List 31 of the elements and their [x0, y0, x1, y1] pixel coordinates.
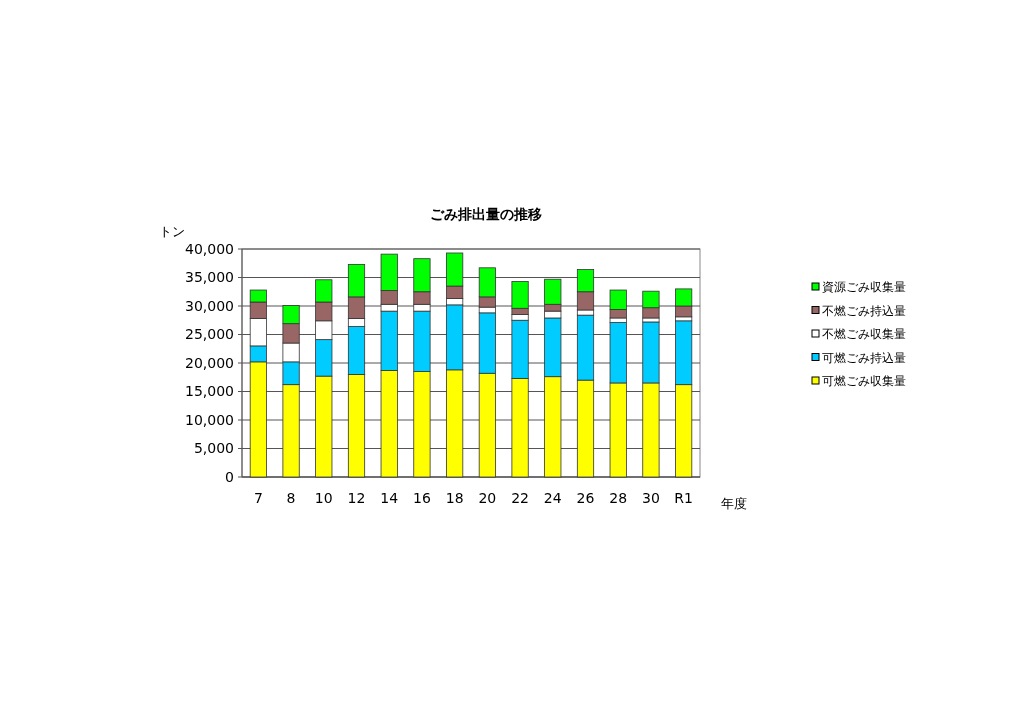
x-tick-label: 24 [543, 490, 562, 506]
text: 不燃ごみ収集量 [822, 327, 906, 342]
legend-label: 不燃ごみ持込量 [822, 303, 906, 318]
y-tick-label: 10,000 [185, 411, 234, 428]
x-tick-label: 14 [380, 490, 399, 506]
x-tick-label: 8 [286, 490, 296, 506]
y-tick-label: 20,000 [185, 354, 234, 371]
y-tick-label: 40,000 [185, 240, 234, 257]
x-tick-label: 16 [413, 490, 431, 506]
y-tick-label: 0 [225, 468, 234, 485]
x-tick-label: 28 [609, 490, 628, 506]
x-tick-label: 10 [314, 490, 333, 506]
legend-label: 資源ごみ収集量 [822, 280, 906, 295]
x-tick-label: 7 [253, 490, 263, 506]
chart-title: ごみ排出量の推移 [430, 206, 542, 222]
x-tick-label: 26 [576, 490, 595, 506]
legend-label: 可燃ごみ収集量 [822, 374, 906, 389]
y-axis-title: トン [159, 224, 185, 239]
y-tick-label: 5,000 [193, 440, 234, 457]
x-tick-label: 12 [347, 490, 366, 506]
x-tick-label: 30 [642, 490, 660, 506]
y-tick-label: 25,000 [185, 326, 234, 343]
y-tick-label: 30,000 [185, 297, 234, 314]
y-tick-label: 35,000 [185, 269, 234, 286]
y-tick-label: 15,000 [185, 383, 234, 400]
x-axis-title: 年度 [721, 496, 747, 511]
x-tick-label: 20 [478, 490, 497, 506]
x-tick-label: 22 [511, 490, 529, 506]
x-tick-label: 18 [445, 490, 464, 506]
x-tick-label: R1 [674, 490, 693, 506]
legend-label: 可燃ごみ持込量 [822, 350, 906, 365]
